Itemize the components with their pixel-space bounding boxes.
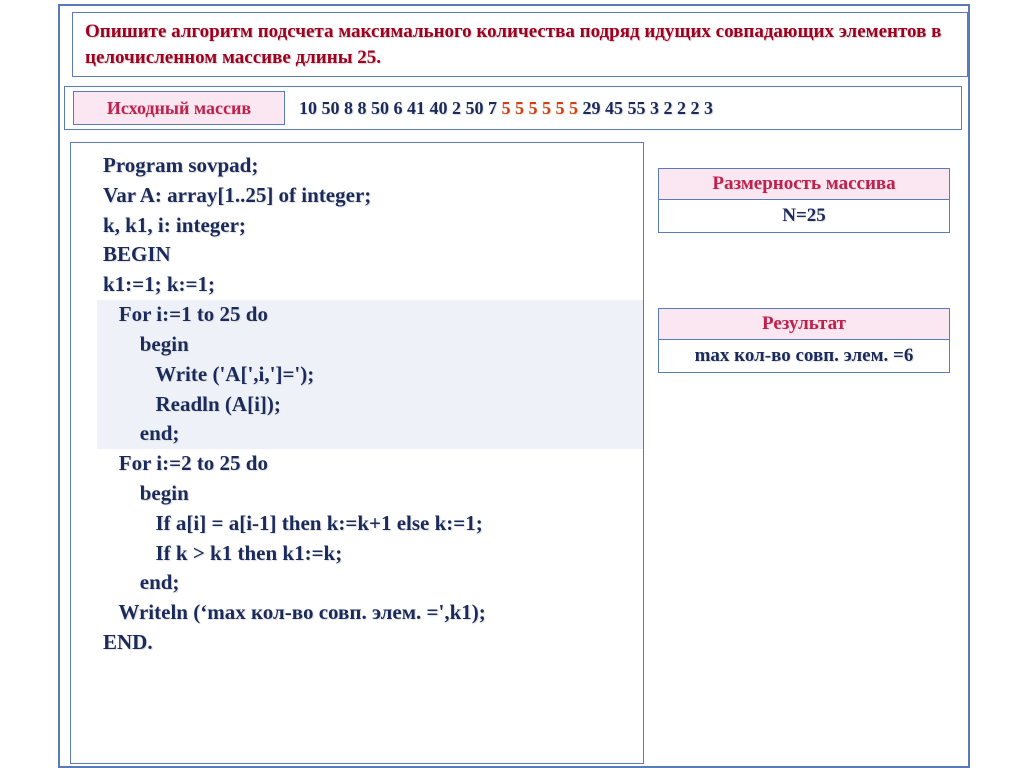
- array-after: 29 45 55 3 2 2 2 3: [578, 98, 713, 118]
- code-line: begin: [103, 330, 643, 360]
- code-line: END.: [103, 628, 643, 658]
- array-before: 10 50 8 8 50 6 41 40 2 50 7: [299, 98, 502, 118]
- result-header: Результат: [658, 308, 950, 340]
- code-line: Program sovpad;: [103, 151, 643, 181]
- code-line: BEGIN: [103, 240, 643, 270]
- task-description: Опишите алгоритм подсчета максимального …: [72, 12, 968, 77]
- dimension-value: N=25: [658, 200, 950, 233]
- code-line: If k > k1 then k1:=k;: [103, 539, 643, 569]
- code-line: k, k1, i: integer;: [103, 211, 643, 241]
- code-line: Writeln (‘max кол-во совп. элем. =',k1);: [103, 598, 643, 628]
- code-listing: Program sovpad; Var A: array[1..25] of i…: [70, 142, 644, 764]
- code-line: Readln (A[i]);: [103, 390, 643, 420]
- slide-frame: Опишите алгоритм подсчета максимального …: [58, 4, 970, 768]
- source-array-label: Исходный массив: [73, 91, 285, 125]
- code-line: begin: [103, 479, 643, 509]
- code-highlight-block: For i:=1 to 25 do begin Write ('A[',i,']…: [97, 300, 643, 449]
- code-line: For i:=1 to 25 do: [103, 300, 643, 330]
- task-text: Опишите алгоритм подсчета максимального …: [85, 21, 941, 68]
- dimension-header: Размерность массива: [658, 168, 950, 200]
- source-array-box: Исходный массив 10 50 8 8 50 6 41 40 2 5…: [64, 86, 962, 130]
- code-line: end;: [103, 419, 643, 449]
- result-panel: Результат max кол-во совп. элем. =6: [658, 308, 950, 373]
- array-highlighted: 5 5 5 5 5 5: [502, 98, 579, 118]
- source-array-values: 10 50 8 8 50 6 41 40 2 50 7 5 5 5 5 5 5 …: [299, 98, 713, 119]
- code-line: end;: [103, 568, 643, 598]
- code-line: Write ('A[',i,']=');: [103, 360, 643, 390]
- code-line: If a[i] = a[i-1] then k:=k+1 else k:=1;: [103, 509, 643, 539]
- code-line: k1:=1; k:=1;: [103, 270, 643, 300]
- code-line: For i:=2 to 25 do: [103, 449, 643, 479]
- result-value: max кол-во совп. элем. =6: [658, 340, 950, 373]
- dimension-panel: Размерность массива N=25: [658, 168, 950, 233]
- code-line: Var A: array[1..25] of integer;: [103, 181, 643, 211]
